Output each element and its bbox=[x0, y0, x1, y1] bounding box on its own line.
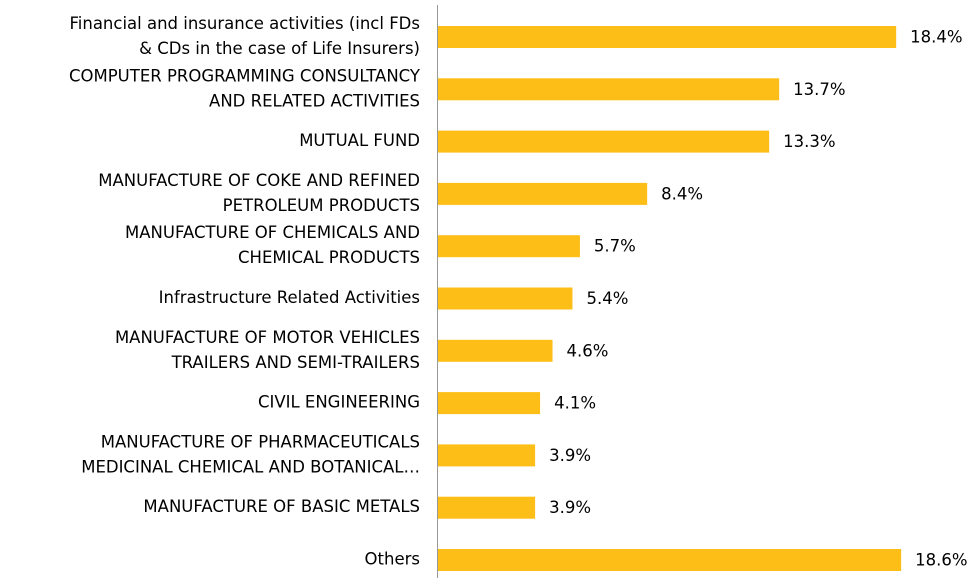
value-label: 4.6% bbox=[567, 341, 609, 360]
category-label: AND RELATED ACTIVITIES bbox=[209, 91, 420, 110]
category-label: MANUFACTURE OF COKE AND REFINED bbox=[98, 171, 420, 190]
bar bbox=[438, 549, 902, 571]
category-label: MEDICINAL CHEMICAL AND BOTANICAL… bbox=[81, 457, 420, 476]
value-label: 18.6% bbox=[915, 551, 967, 570]
bar bbox=[438, 287, 573, 310]
category-label: TRAILERS AND SEMI-TRAILERS bbox=[171, 353, 420, 372]
category-label: PETROLEUM PRODUCTS bbox=[223, 196, 420, 215]
category-label: CIVIL ENGINEERING bbox=[258, 393, 420, 412]
category-label: MUTUAL FUND bbox=[299, 131, 420, 150]
value-label: 4.1% bbox=[554, 394, 596, 413]
bar bbox=[438, 392, 541, 415]
category-label: & CDs in the case of Life Insurers) bbox=[139, 39, 420, 58]
bar bbox=[438, 182, 648, 205]
value-label: 5.4% bbox=[586, 289, 628, 308]
bar bbox=[438, 444, 536, 467]
category-label: MANUFACTURE OF PHARMACEUTICALS bbox=[101, 432, 420, 451]
value-label: 5.7% bbox=[594, 237, 636, 256]
category-label: Infrastructure Related Activities bbox=[159, 288, 420, 307]
bar bbox=[438, 339, 553, 362]
bar bbox=[438, 130, 770, 153]
bar bbox=[438, 496, 536, 519]
value-label: 18.4% bbox=[910, 28, 962, 47]
value-label: 13.3% bbox=[783, 132, 835, 151]
category-label: MANUFACTURE OF BASIC METALS bbox=[143, 497, 420, 516]
category-label: Others bbox=[365, 550, 420, 569]
category-label: MANUFACTURE OF CHEMICALS AND bbox=[125, 223, 420, 242]
value-label: 3.9% bbox=[549, 498, 591, 517]
value-label: 3.9% bbox=[549, 446, 591, 465]
bar bbox=[438, 26, 897, 48]
value-label: 13.7% bbox=[793, 80, 845, 99]
bar bbox=[438, 78, 780, 101]
bar bbox=[438, 235, 580, 258]
value-label: 8.4% bbox=[661, 184, 703, 203]
category-label: CHEMICAL PRODUCTS bbox=[238, 248, 420, 267]
category-label: Financial and insurance activities (incl… bbox=[69, 14, 420, 33]
category-label: MANUFACTURE OF MOTOR VEHICLES bbox=[115, 328, 420, 347]
category-label: COMPUTER PROGRAMMING CONSULTANCY bbox=[69, 66, 421, 85]
